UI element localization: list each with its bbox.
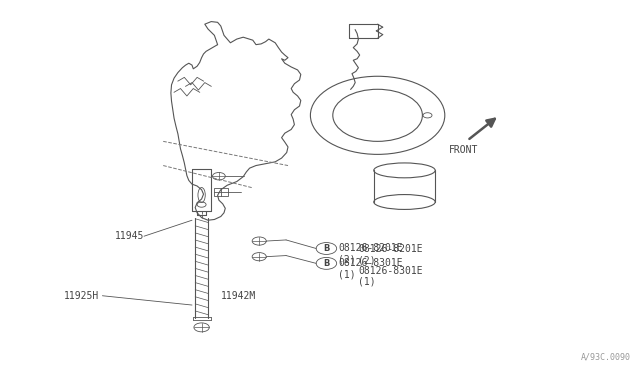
Text: A/93C.0090: A/93C.0090 xyxy=(580,353,630,362)
Text: 08126-8201E: 08126-8201E xyxy=(338,244,403,253)
Text: (2): (2) xyxy=(338,255,356,264)
Text: (1): (1) xyxy=(338,270,356,279)
Text: 08126-8201E: 08126-8201E xyxy=(358,244,423,254)
Text: 11942M: 11942M xyxy=(221,291,256,301)
Text: FRONT: FRONT xyxy=(449,145,479,155)
Text: (1): (1) xyxy=(358,277,376,287)
Text: 11945: 11945 xyxy=(115,231,144,241)
Text: (2): (2) xyxy=(358,256,376,265)
Text: 08126-8301E: 08126-8301E xyxy=(338,259,403,268)
Text: B: B xyxy=(323,244,330,253)
Text: B: B xyxy=(323,259,330,268)
Text: 11925H: 11925H xyxy=(64,291,99,301)
Text: 08126-8301E: 08126-8301E xyxy=(358,266,423,276)
